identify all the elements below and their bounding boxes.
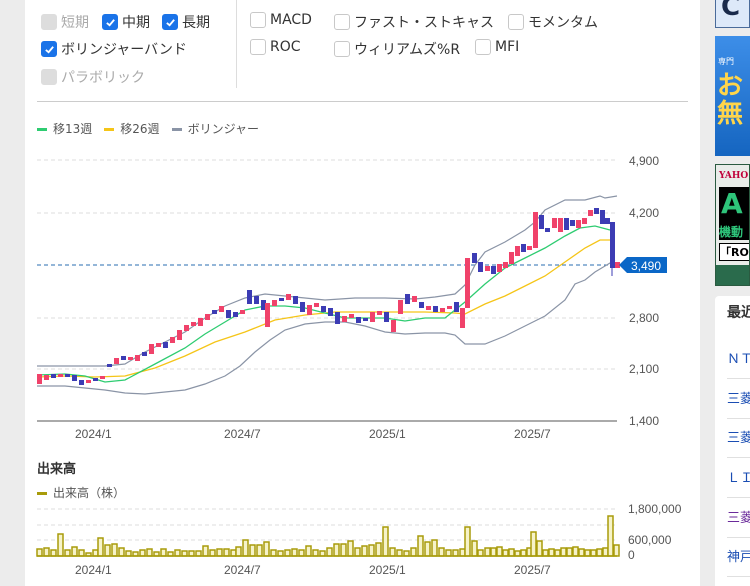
option-parabolic[interactable]: パラボリック	[41, 67, 145, 87]
checkbox[interactable]	[475, 39, 491, 55]
option-bollinger[interactable]: ボリンジャーバンド	[41, 39, 187, 59]
legend-item-bollinger[interactable]: ボリンジャー	[171, 120, 259, 137]
volume-bars	[36, 515, 620, 557]
recent-news-panel: 最近 ＮＴ 三菱 三菱 ＬＩ 三菱 神戸	[715, 296, 750, 586]
news-item[interactable]: 三菱	[727, 392, 750, 407]
svg-text:2024/7: 2024/7	[224, 427, 261, 441]
price-chart-legend: 移13週 移26週 ボリンジャー	[37, 120, 259, 137]
svg-text:2,100: 2,100	[629, 362, 659, 376]
checkbox[interactable]	[334, 41, 350, 57]
checkbox-disabled[interactable]	[41, 69, 57, 85]
svg-text:3,490: 3,490	[631, 259, 661, 273]
option-roc[interactable]: ROC	[250, 39, 301, 55]
divider	[236, 0, 237, 88]
volume-legend[interactable]: 出来高（株）	[37, 484, 125, 501]
news-title: 最近	[727, 305, 750, 321]
chart-panel: 短期 中期 長期 ボリンジャーバンド パラボリック MACD ファスト・ストキャ…	[25, 0, 700, 586]
divider	[37, 101, 688, 102]
svg-text:4,900: 4,900	[629, 154, 659, 168]
option-long-term[interactable]: 長期	[162, 12, 210, 32]
svg-text:600,000: 600,000	[628, 533, 672, 547]
svg-text:2025/7: 2025/7	[514, 563, 551, 577]
legend-item-ma13[interactable]: 移13週	[37, 120, 92, 137]
ad-banner-yahoo[interactable]: YAHO A 機動 「RO	[715, 164, 750, 286]
checkbox-disabled[interactable]	[41, 14, 57, 30]
svg-text:1,400: 1,400	[629, 414, 659, 428]
svg-text:2024/1: 2024/1	[75, 563, 112, 577]
news-item[interactable]: 三菱	[727, 431, 750, 446]
ad-banner-blue[interactable]: 専門 お無	[715, 36, 750, 156]
current-price-badge: 3,490	[619, 257, 667, 273]
svg-text:4,200: 4,200	[629, 206, 659, 220]
news-item[interactable]: 三菱	[727, 511, 750, 526]
legend-item-ma26[interactable]: 移26週	[104, 120, 160, 137]
checkbox[interactable]	[508, 14, 524, 30]
option-mfi[interactable]: MFI	[475, 39, 519, 55]
svg-text:2,800: 2,800	[629, 311, 659, 325]
news-item[interactable]: ＮＴ	[727, 352, 750, 367]
checkbox[interactable]	[334, 14, 350, 30]
svg-text:2024/7: 2024/7	[224, 563, 261, 577]
volume-chart-title: 出来高	[37, 462, 77, 477]
news-item[interactable]: 神戸	[727, 550, 750, 565]
news-item[interactable]: ＬＩ	[727, 471, 750, 486]
option-fast-stochastics[interactable]: ファスト・ストキャス	[334, 12, 494, 32]
checkbox-checked[interactable]	[102, 14, 118, 30]
checkbox[interactable]	[250, 39, 266, 55]
svg-text:2025/1: 2025/1	[369, 563, 406, 577]
svg-text:2025/7: 2025/7	[514, 427, 551, 441]
svg-text:0: 0	[628, 548, 635, 562]
option-williams-r[interactable]: ウィリアムズ%R	[334, 39, 460, 59]
checkbox[interactable]	[250, 12, 266, 28]
ad-banner-top[interactable]: C	[715, 0, 750, 28]
price-chart: 4,900 4,200 2,800 2,100 1,400 2024/1 202…	[36, 154, 682, 577]
option-momentum[interactable]: モメンタム	[508, 12, 598, 32]
option-macd[interactable]: MACD	[250, 12, 312, 28]
checkbox-checked[interactable]	[41, 41, 57, 57]
checkbox-checked[interactable]	[162, 14, 178, 30]
option-mid-term[interactable]: 中期	[102, 12, 150, 32]
option-short-term[interactable]: 短期	[41, 12, 89, 32]
svg-text:1,800,000: 1,800,000	[628, 502, 682, 516]
svg-text:2024/1: 2024/1	[75, 427, 112, 441]
svg-text:2025/1: 2025/1	[369, 427, 406, 441]
